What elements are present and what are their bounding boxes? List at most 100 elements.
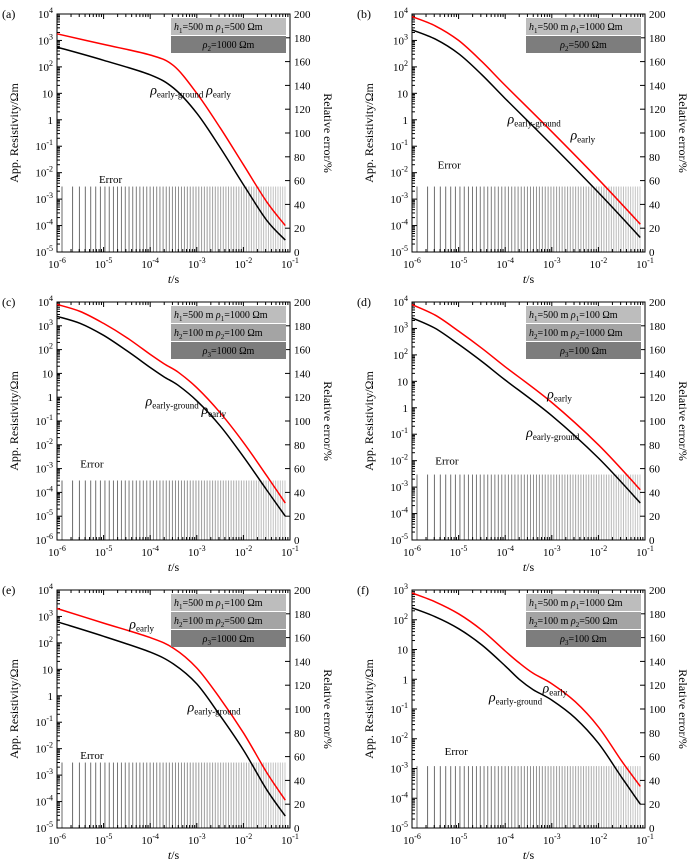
y-tick-base: 10: [35, 416, 47, 428]
legend-text: ρ: [559, 634, 565, 645]
y-tick-exponent: -5: [46, 244, 53, 253]
y-tick-label: 10-5: [35, 244, 53, 259]
y-axis-label: App. Resistivity/Ωm: [7, 83, 21, 183]
legend-row-bg: [526, 324, 641, 341]
y-tick-label: 10-3: [35, 767, 53, 782]
legend-text: =100 m: [538, 616, 571, 627]
legend-text: =100 Ωm: [568, 346, 607, 357]
annotation-rho-early-ground: ρearly-ground: [488, 691, 543, 707]
x-tick-label: 10-2: [590, 544, 608, 559]
y-tick-label: 102: [38, 635, 53, 650]
legend-subscript: 2: [576, 621, 580, 629]
error-bars: [61, 480, 286, 540]
rho-symbol: ρ: [149, 84, 157, 99]
x-tick-base: 10: [281, 835, 293, 847]
x-tick-label: 10-4: [496, 544, 514, 559]
y-tick-base: 10: [35, 797, 47, 809]
y-tick-label: 10-2: [35, 165, 53, 180]
legend-subscript: 1: [221, 603, 225, 611]
y-tick-exponent: 3: [49, 608, 53, 617]
y2-tick-label: 0: [649, 535, 655, 547]
series-early-ground: [411, 317, 641, 504]
y2-tick-label: 0: [649, 823, 655, 835]
annotation-rho-early-ground: ρearly-ground: [186, 701, 241, 717]
x-axis-unit: /s: [171, 848, 179, 862]
y-tick-exponent: 2: [49, 342, 53, 351]
x-tick-base: 10: [590, 547, 602, 559]
legend-subscript: 1: [534, 27, 538, 35]
x-tick-label: 10-1: [636, 256, 654, 271]
legend-subscript: 2: [565, 45, 569, 53]
legend-row-text: h1=500 m ρ1=500 Ωm: [174, 22, 263, 35]
x-tick-exponent: -6: [59, 256, 66, 265]
legend-row-bg: [171, 306, 286, 323]
x-tick-base: 10: [95, 259, 107, 271]
y2-tick-label: 180: [649, 609, 666, 621]
legend-text: =100 m: [183, 616, 216, 627]
y2-tick-label: 120: [294, 104, 311, 116]
y-tick-exponent: 4: [49, 6, 53, 15]
legend-text: h: [174, 598, 179, 609]
y-tick-base: 10: [35, 141, 47, 153]
y-tick-base: 10: [35, 823, 47, 835]
y-tick-exponent: -3: [46, 191, 53, 200]
y-tick-label: 104: [393, 6, 408, 21]
x-tick-exponent: -6: [59, 832, 66, 841]
legend-row-text: ρ3=1000 Ωm: [202, 634, 255, 647]
legend-text: =1000 Ωm: [211, 634, 255, 645]
legend-row-bg: [526, 306, 641, 323]
annotation-rho-early: ρearly: [546, 388, 572, 404]
panel-a: 10-6 10-5 10-4 10-3 10-2 10-110-510-410-310-2…: [2, 6, 335, 286]
error-bars: [61, 762, 286, 828]
y-tick-label: 10-2: [35, 437, 53, 452]
x-tick-exponent: -2: [246, 832, 253, 841]
y-tick-label: 1: [48, 691, 54, 703]
legend-subscript: 1: [221, 27, 225, 35]
series-early-ground: [56, 620, 286, 817]
y2-tick-label: 0: [294, 247, 300, 259]
y-tick-label: 104: [38, 6, 53, 21]
y-tick-label: 103: [393, 582, 408, 597]
series-early-ground: [56, 46, 286, 241]
x-tick-label: 10-3: [543, 544, 561, 559]
x-tick-exponent: -1: [292, 544, 299, 553]
y-tick-label: 10-1: [35, 714, 53, 729]
y2-tick-label: 140: [294, 80, 311, 92]
y-tick-label: 10-1: [390, 701, 408, 716]
x-tick-label: 10-3: [543, 256, 561, 271]
y2-tick-label: 120: [649, 392, 666, 404]
y-tick-label: 10: [42, 368, 54, 380]
legend-row-text: ρ3=100 Ωm: [559, 634, 607, 647]
y2-tick-label: 40: [294, 775, 306, 787]
y-tick-label: 104: [38, 294, 53, 309]
legend-row-bg: [171, 630, 286, 647]
y-tick-exponent: -2: [46, 165, 53, 174]
x-axis-var: t: [168, 560, 172, 574]
y-tick-base: 10: [390, 482, 402, 494]
x-tick-exponent: -5: [461, 544, 468, 553]
legend-text: =1000 Ωm: [579, 598, 623, 609]
y2-tick-label: 200: [649, 297, 666, 309]
y-tick-exponent: -2: [401, 453, 408, 462]
legend-row-text: h1=500 m ρ1=1000 Ωm: [529, 22, 623, 35]
x-tick-exponent: -3: [554, 256, 561, 265]
panel-label: (a): [2, 7, 15, 21]
y-tick-exponent: 2: [49, 59, 53, 68]
y-tick-base: 10: [35, 168, 47, 180]
y2-tick-label: 200: [294, 9, 311, 21]
x-axis-label: t/s: [168, 272, 180, 286]
x-axis-unit: /s: [171, 272, 179, 286]
y-tick-base: 1: [403, 403, 409, 415]
x-tick-base: 10: [590, 835, 602, 847]
y2-tick-label: 180: [294, 321, 311, 333]
x-tick-label: 10-2: [235, 832, 253, 847]
y2-tick-label: 80: [294, 152, 306, 164]
y-tick-exponent: -4: [401, 790, 408, 799]
rho-subscript: early-ground: [152, 401, 199, 411]
y-tick-exponent: -3: [46, 767, 53, 776]
y2-tick-label: 20: [294, 511, 306, 523]
y-tick-base: 10: [393, 35, 405, 47]
y-tick-base: 10: [38, 585, 50, 597]
legend-text: =100 m: [183, 328, 216, 339]
